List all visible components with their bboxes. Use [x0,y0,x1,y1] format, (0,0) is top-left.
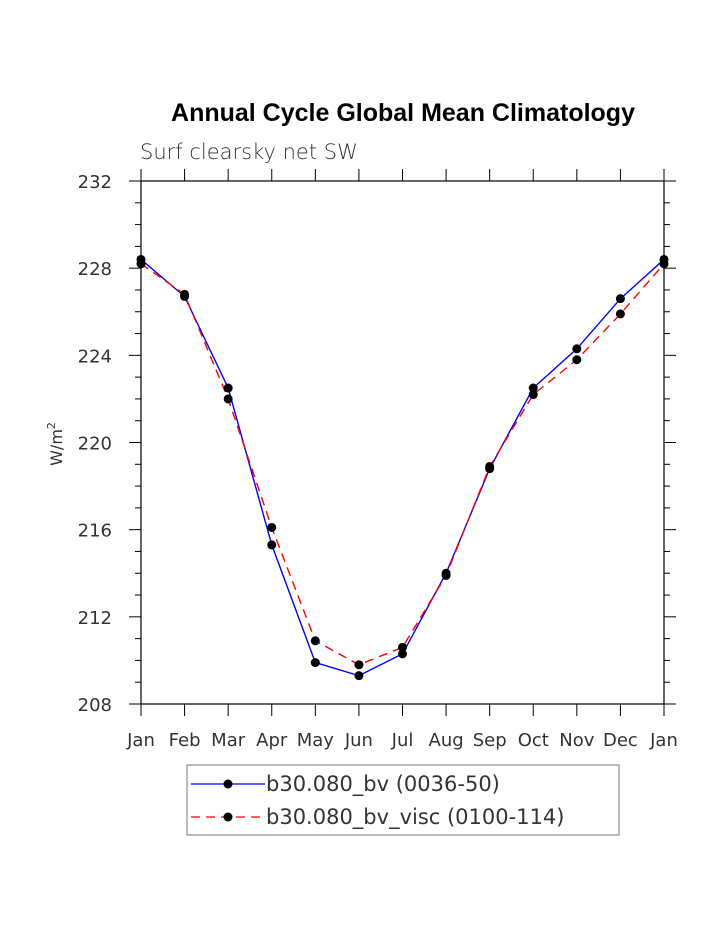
series-2-point [615,309,625,319]
series-2-point [310,636,320,646]
chart-title: Annual Cycle Global Mean Climatology [171,99,635,127]
series-1-point [528,383,538,393]
x-tick-label: Mar [211,730,246,751]
x-tick-label: Jan [649,730,678,751]
x-tick-label: Jan [126,730,155,751]
series-1-point [572,344,582,354]
legend-label-series-1: b30.080_bv (0036-50) [266,772,500,797]
legend-box [186,764,620,836]
x-tick-label: Feb [169,730,201,751]
x-tick-label: Sep [473,730,507,751]
y-tick-label: 216 [78,521,112,542]
y-axis-label-superscript: 2 [45,422,58,429]
x-tick-label: Nov [559,730,594,751]
x-tick-label: May [297,730,335,751]
x-tick-label: Apr [256,730,288,751]
series-1-point [223,383,233,393]
series-line-2 [140,263,665,666]
series-1-point [267,540,277,550]
series-2-point [528,390,538,400]
chart-subtitle: Surf clearsky net SW [140,140,358,164]
legend-marker-series-1 [223,779,233,789]
series-line-1 [140,258,665,677]
x-tick-label: Aug [429,730,464,751]
series-1-point [354,671,364,681]
x-tick-labels: Jan Feb Mar Apr May Jun Jul Aug Sep Oct Nov Dec Jan [126,730,678,751]
legend-marker-series-2 [223,812,233,822]
series-2-point [180,289,190,299]
series-2-point [398,642,407,652]
legend-label-series-2: b30.080_bv_visc (0100-114) [266,805,564,830]
y-tick-label: 228 [78,259,112,280]
series-2-point [572,355,582,365]
series-2-point [267,522,277,532]
y-tick-label: 208 [78,695,112,716]
x-tick-label: Dec [603,730,638,751]
y-tick-label: 212 [78,608,112,629]
legend: b30.080_bv (0036-50) b30.080_bv_visc (01… [186,764,620,836]
series-1-point [615,294,625,304]
series-layer [136,254,669,681]
y-tick-label: 232 [78,172,112,193]
x-tick-label: Jun [344,730,373,751]
y-tick-label: 224 [78,346,112,367]
y-tick-labels: 208 212 216 220 224 228 232 [78,172,112,716]
y-axis-label: W/m2 [45,422,66,466]
series-2-point [223,394,233,404]
svg-text:W/m2: W/m2 [45,422,66,466]
series-1-point [310,658,320,668]
series-2-point [485,461,495,471]
x-tick-label: Oct [518,730,549,751]
y-tick-label: 220 [78,434,112,455]
axis-ticks [129,169,676,716]
y-axis-label-text: W/m [47,429,66,466]
series-2-point [354,660,364,670]
series-2-point [441,570,451,580]
x-tick-label: Jul [391,730,414,751]
series-1-point [398,649,407,659]
plot-frame [140,180,665,705]
